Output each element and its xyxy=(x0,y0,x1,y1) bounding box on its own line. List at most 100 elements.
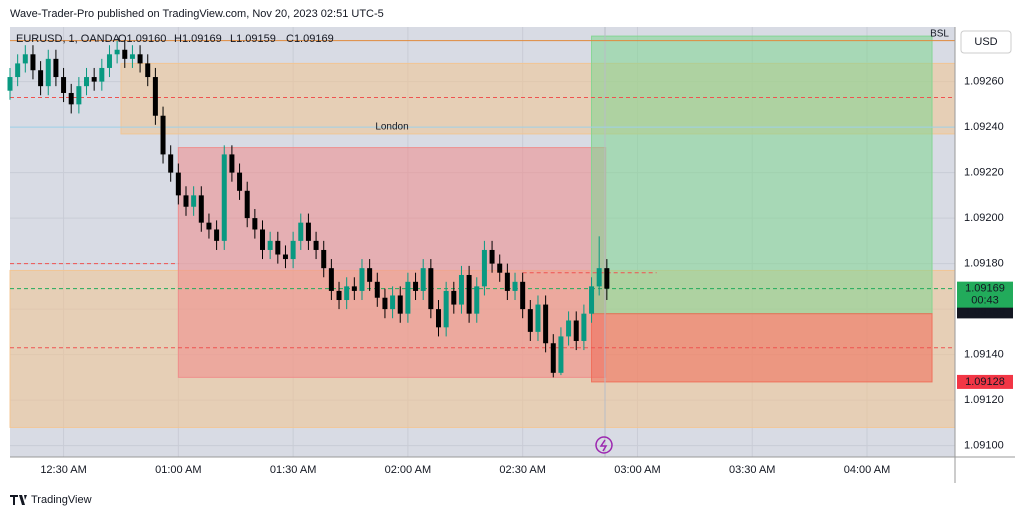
candle-body xyxy=(581,313,587,341)
candle-body xyxy=(466,274,472,314)
candle-body xyxy=(604,268,610,289)
plot: BSL London xyxy=(7,27,956,457)
candle-body xyxy=(573,320,579,341)
alert-icon[interactable] xyxy=(595,436,613,454)
x-tick-label: 01:00 AM xyxy=(155,464,201,476)
candle-body xyxy=(175,172,181,196)
candle-body xyxy=(443,290,449,328)
candle-body xyxy=(76,86,82,105)
candle-body xyxy=(367,268,373,282)
candle-body xyxy=(229,154,235,173)
y-tick-label: 1.09240 xyxy=(964,121,1004,133)
candle-body xyxy=(290,240,296,260)
candle-body xyxy=(114,49,120,55)
level-label: London xyxy=(375,122,408,133)
price-label-box xyxy=(957,304,1013,319)
candle-body xyxy=(374,281,380,298)
candle-body xyxy=(22,54,28,64)
x-tick-label: 12:30 AM xyxy=(40,464,86,476)
y-tick-label: 1.09260 xyxy=(964,76,1004,88)
candle-body xyxy=(252,218,258,230)
y-tick-label: 1.09200 xyxy=(964,212,1004,224)
candle-body xyxy=(527,309,533,332)
candle-body xyxy=(137,54,143,64)
candle-body xyxy=(7,77,13,91)
candle-body xyxy=(106,54,112,68)
candle-body xyxy=(30,54,36,71)
candle-body xyxy=(305,222,311,241)
symbol: EURUSD, 1, OANDA xyxy=(16,33,121,45)
candle-body xyxy=(543,304,549,344)
price-label-box xyxy=(957,374,1013,389)
ohlc-value: L1.09159 xyxy=(230,33,276,45)
publisher-title: Wave-Trader-Pro published on TradingView… xyxy=(10,8,384,20)
x-tick-label: 02:30 AM xyxy=(499,464,545,476)
candle-body xyxy=(313,240,319,250)
candle-body xyxy=(405,281,411,314)
candle-body xyxy=(504,272,510,291)
zone xyxy=(591,35,933,315)
currency: USD xyxy=(974,36,997,48)
y-tick-label: 1.09180 xyxy=(964,258,1004,270)
candle-body xyxy=(84,77,90,87)
candle-body xyxy=(436,309,442,328)
currency-button[interactable] xyxy=(960,30,1012,54)
candle-body xyxy=(397,295,403,314)
brand-logo xyxy=(10,495,27,505)
candle-body xyxy=(214,229,220,241)
candle-body xyxy=(420,268,426,291)
candle-body xyxy=(267,240,273,250)
x-tick-label: 01:30 AM xyxy=(270,464,316,476)
candle-body xyxy=(298,222,304,241)
candle-body xyxy=(38,70,44,87)
y-tick-label: 1.09120 xyxy=(964,394,1004,406)
candle-body xyxy=(566,320,572,337)
y-tick-label: 1.09140 xyxy=(964,349,1004,361)
ohlc-value: O1.09160 xyxy=(118,33,166,45)
candle-body xyxy=(99,67,105,82)
candle-body xyxy=(61,77,67,93)
candle-body xyxy=(520,281,526,310)
candle-body xyxy=(558,336,564,373)
candle-body xyxy=(244,190,250,219)
candle-body xyxy=(451,290,457,305)
candle-body xyxy=(512,281,518,291)
time-axis xyxy=(10,457,955,483)
x-tick-label: 02:00 AM xyxy=(385,464,431,476)
candle-body xyxy=(458,274,464,305)
candle-body xyxy=(53,58,59,78)
candle-body xyxy=(15,63,21,78)
alert-icon-bolt xyxy=(599,439,608,452)
price-label: 1.09159 xyxy=(965,305,1005,317)
candle-body xyxy=(122,49,128,59)
ohlc-legend: O1.09160 H1.09169 L1.09159 C1.09169 xyxy=(118,33,334,45)
candle-body xyxy=(589,286,595,314)
candle-body xyxy=(489,249,495,264)
brand: TradingView xyxy=(31,494,92,506)
candle-body xyxy=(474,286,480,314)
candle-body xyxy=(198,195,204,223)
candle-body xyxy=(497,263,503,273)
candle-body xyxy=(168,154,174,173)
candle-body xyxy=(428,268,434,310)
candle-body xyxy=(68,92,74,105)
candle-body xyxy=(344,286,350,301)
candle-body xyxy=(237,172,243,191)
candle-body xyxy=(321,249,327,269)
candle-body xyxy=(382,297,388,310)
x-tick-label: 03:30 AM xyxy=(729,464,775,476)
candle-body xyxy=(328,268,334,291)
x-tick-label: 03:00 AM xyxy=(614,464,660,476)
candle-body xyxy=(550,343,556,373)
candle-body xyxy=(206,222,212,230)
candle-body xyxy=(390,295,396,310)
price-label-countdown: 00:43 xyxy=(971,295,999,307)
candle-body xyxy=(351,286,357,291)
candle-body xyxy=(275,240,281,255)
price-axis xyxy=(955,27,1015,483)
candle-body xyxy=(413,281,419,291)
y-tick-label: 1.09220 xyxy=(964,167,1004,179)
candle-body xyxy=(359,268,365,291)
candle-body xyxy=(221,154,227,241)
